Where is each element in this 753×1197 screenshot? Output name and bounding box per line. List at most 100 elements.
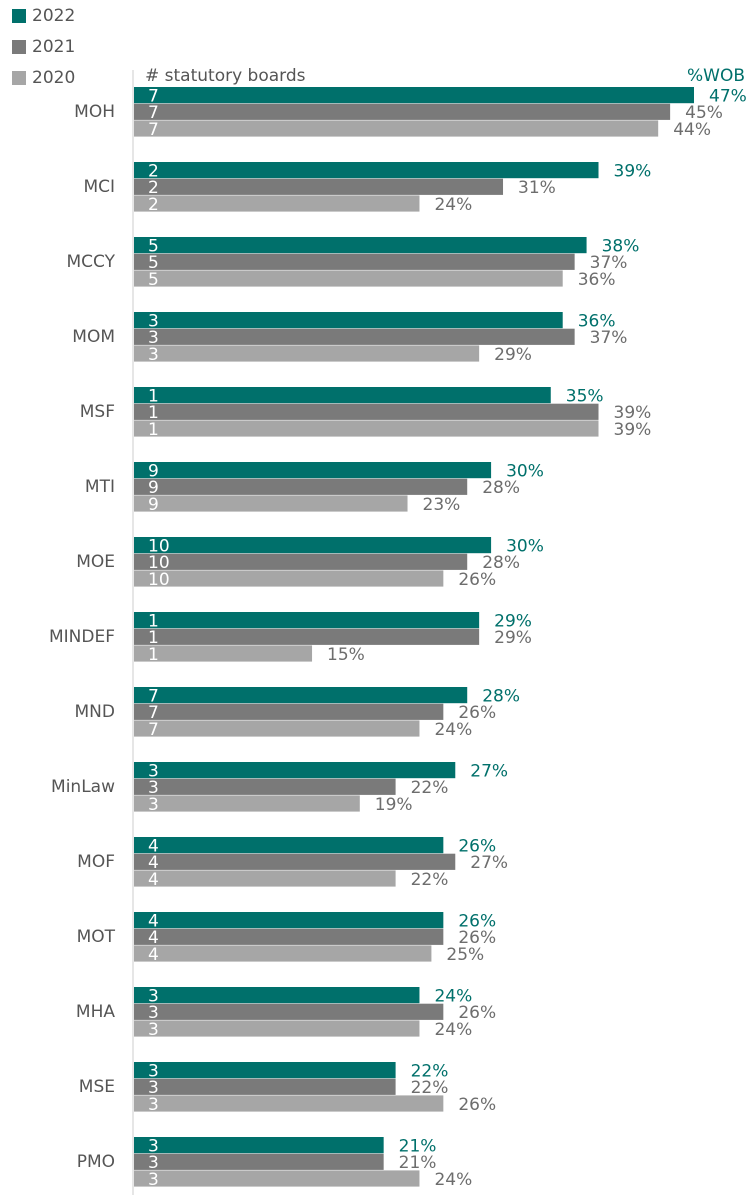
category-label: MOF <box>77 852 115 872</box>
bar <box>134 570 444 587</box>
bar <box>134 537 492 554</box>
value-label: 24% <box>434 195 472 215</box>
value-label: 27% <box>470 853 508 873</box>
bar <box>134 120 659 137</box>
bar <box>134 795 360 812</box>
board-count: 3 <box>148 1078 159 1098</box>
category-label: MTI <box>85 477 115 497</box>
value-label: 28% <box>482 478 520 498</box>
board-count: 2 <box>148 195 159 215</box>
board-count: 1 <box>148 645 159 665</box>
value-label: 25% <box>446 945 484 965</box>
board-count: 3 <box>148 795 159 815</box>
value-label: 26% <box>458 570 496 590</box>
value-label: 22% <box>411 1061 449 1081</box>
bar <box>134 420 599 437</box>
board-count: 3 <box>148 1170 159 1190</box>
category-label: MOH <box>74 102 115 122</box>
value-label: 26% <box>458 928 496 948</box>
value-label: 27% <box>470 761 508 781</box>
bar <box>134 1078 396 1095</box>
value-label: 21% <box>399 1153 437 1173</box>
category-label: MCCY <box>67 252 116 272</box>
value-label: 39% <box>614 161 652 181</box>
legend-label: 2022 <box>32 6 75 26</box>
board-count: 4 <box>148 836 159 856</box>
value-label: 26% <box>458 836 496 856</box>
bar <box>134 1170 420 1187</box>
bar <box>134 720 420 737</box>
board-count: 3 <box>148 1153 159 1173</box>
value-label: 24% <box>434 720 472 740</box>
board-count: 1 <box>148 420 159 440</box>
value-label: 38% <box>602 236 640 256</box>
board-count: 9 <box>148 478 159 498</box>
board-count: 9 <box>148 495 159 515</box>
category-label: MINDEF <box>49 627 115 647</box>
value-label: 26% <box>458 1095 496 1115</box>
value-label: 44% <box>673 120 711 140</box>
bar <box>134 345 480 362</box>
legend-label: 2021 <box>32 37 75 57</box>
annotation: # statutory boards <box>145 66 306 86</box>
value-label: 45% <box>685 103 723 123</box>
value-label: 22% <box>411 1078 449 1098</box>
board-count: 10 <box>148 553 170 573</box>
value-label: 21% <box>399 1136 437 1156</box>
bar <box>134 687 468 704</box>
category-label: MOM <box>72 327 115 347</box>
board-count: 3 <box>148 761 159 781</box>
value-label: 36% <box>578 270 616 290</box>
board-count: 5 <box>148 236 159 256</box>
bar <box>134 703 444 720</box>
board-count: 9 <box>148 461 159 481</box>
board-count: 2 <box>148 161 159 181</box>
bar <box>134 1020 420 1037</box>
bar <box>134 237 587 254</box>
board-count: 3 <box>148 1020 159 1040</box>
bar <box>134 495 408 512</box>
value-label: 37% <box>590 328 628 348</box>
category-label: PMO <box>77 1152 115 1172</box>
category-label: MSF <box>80 402 115 422</box>
board-count: 7 <box>148 86 159 106</box>
value-label: 35% <box>566 386 604 406</box>
bar <box>134 387 551 404</box>
bar <box>134 253 575 270</box>
bar <box>134 195 420 212</box>
board-count: 1 <box>148 611 159 631</box>
value-label: 15% <box>327 645 365 665</box>
board-count: 3 <box>148 1003 159 1023</box>
category-label: MND <box>75 702 115 722</box>
value-label: 39% <box>614 420 652 440</box>
bar <box>134 945 432 962</box>
value-label: 24% <box>434 986 472 1006</box>
board-count: 10 <box>148 570 170 590</box>
board-count: 3 <box>148 778 159 798</box>
bar <box>134 312 563 329</box>
bar <box>134 328 575 345</box>
value-label: 28% <box>482 686 520 706</box>
board-count: 2 <box>148 178 159 198</box>
board-count: 7 <box>148 720 159 740</box>
legend-swatch <box>12 9 26 23</box>
value-label: 36% <box>578 311 616 331</box>
category-label: MinLaw <box>51 777 115 797</box>
value-label: 29% <box>494 628 532 648</box>
bar <box>134 912 444 929</box>
bar <box>134 270 563 287</box>
value-label: 30% <box>506 461 544 481</box>
value-label: 39% <box>614 403 652 423</box>
value-label: 30% <box>506 536 544 556</box>
value-label: 19% <box>375 795 413 815</box>
legend-swatch <box>12 71 26 85</box>
value-label: 31% <box>518 178 556 198</box>
annotation: %WOB <box>687 66 745 86</box>
bar <box>134 628 480 645</box>
bar <box>134 1153 384 1170</box>
bar <box>134 837 444 854</box>
board-count: 7 <box>148 703 159 723</box>
value-label: 29% <box>494 345 532 365</box>
board-count: 1 <box>148 628 159 648</box>
board-count: 3 <box>148 311 159 331</box>
